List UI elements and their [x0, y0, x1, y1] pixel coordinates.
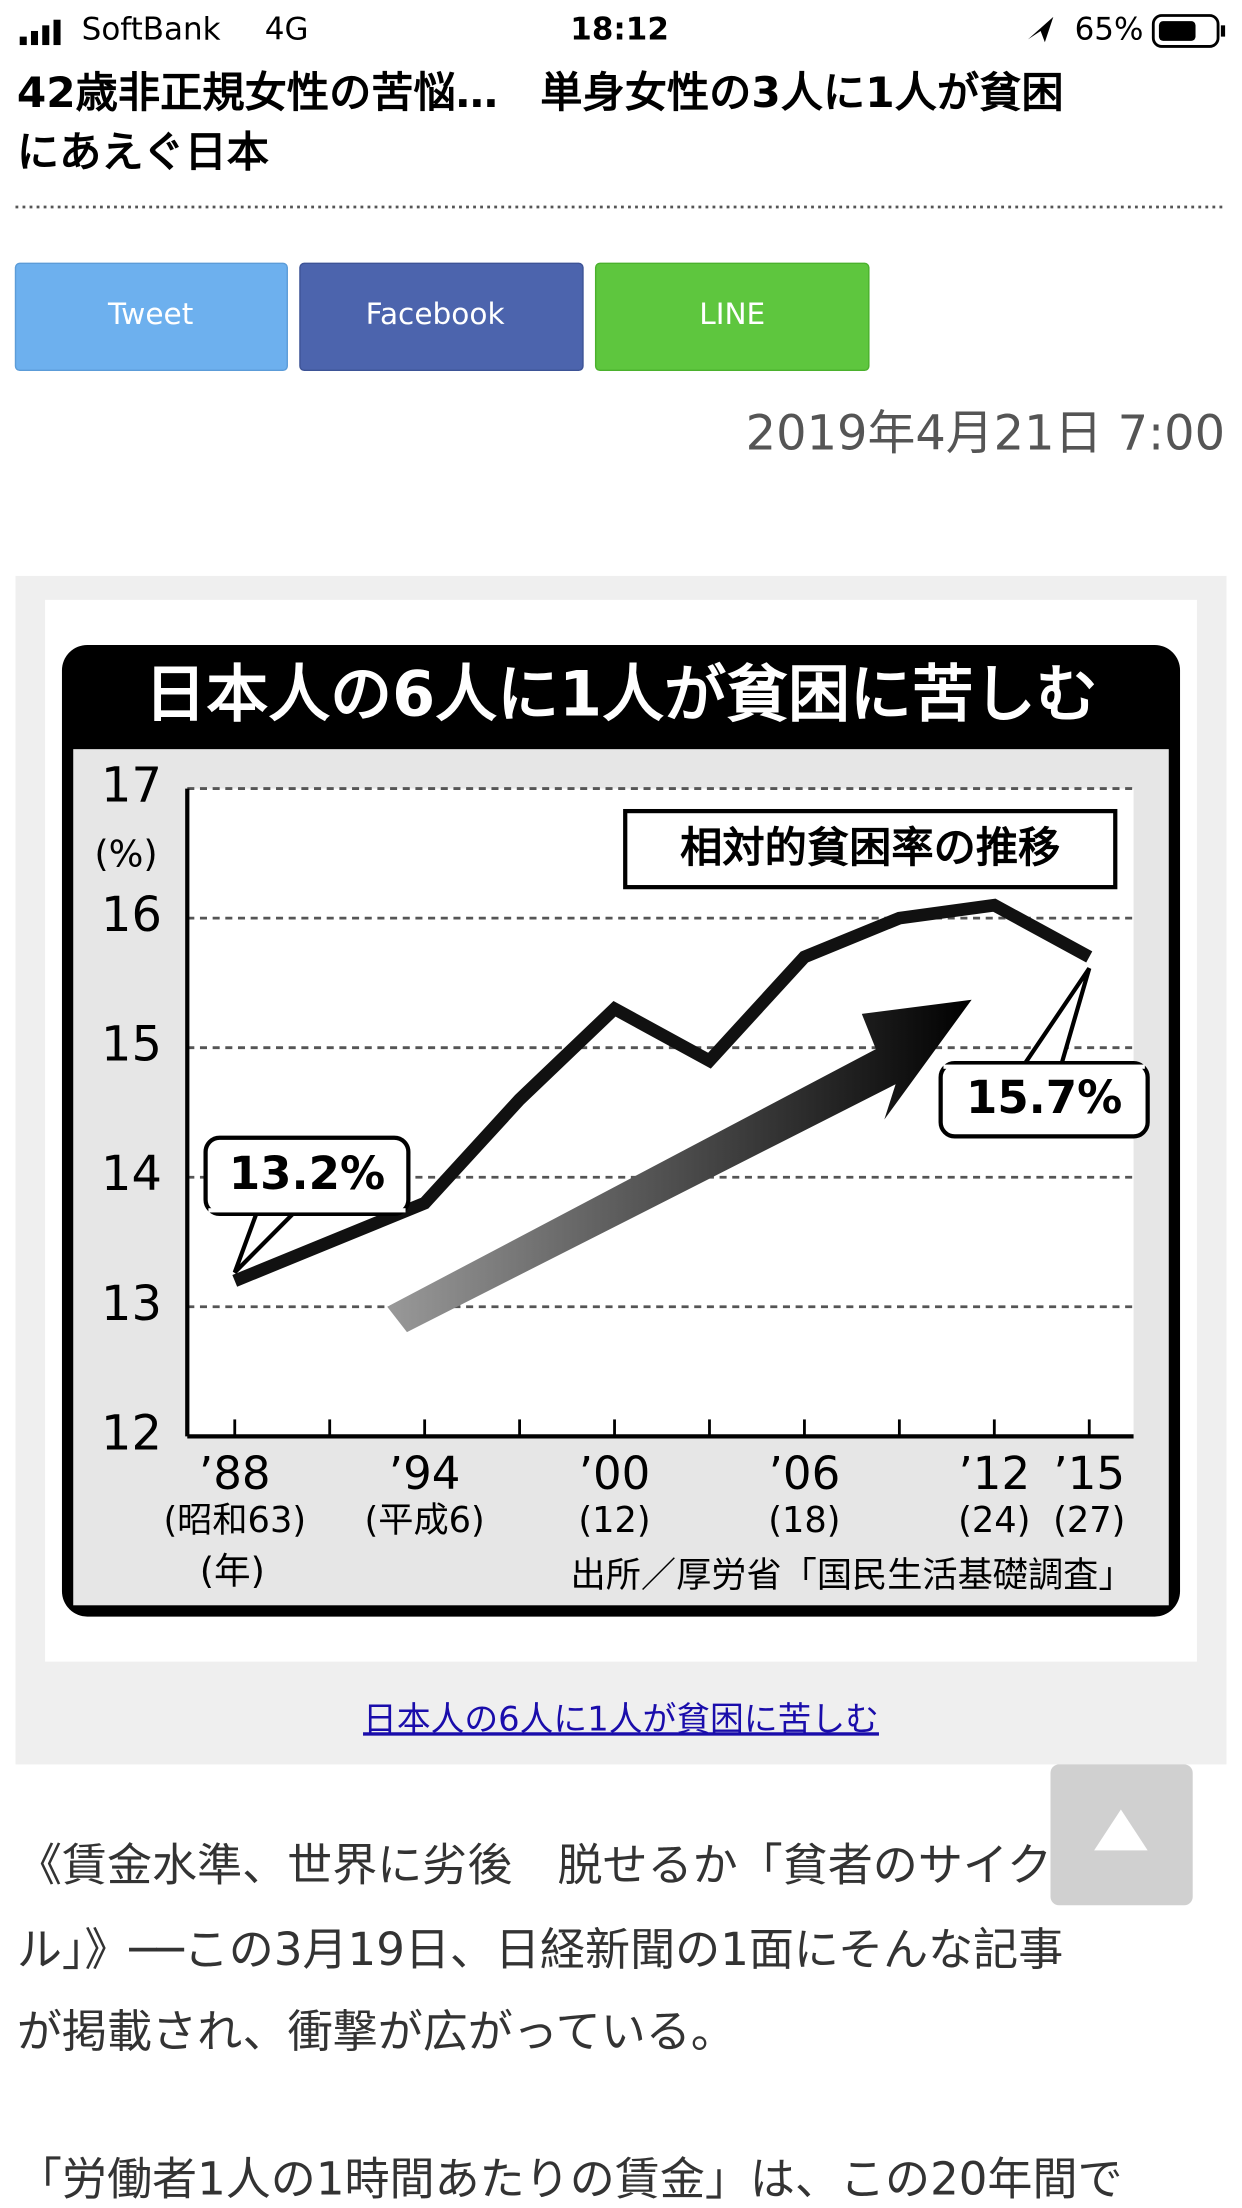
callout-pointer	[232, 1211, 298, 1274]
value-label: 15.7%	[966, 1071, 1122, 1124]
publish-date: 2019年4月21日 7:00	[746, 407, 1225, 462]
body-text: が掲載され、衝撃が広がっている。	[17, 2005, 736, 2058]
x-tick-label: ’15	[1053, 1447, 1125, 1500]
x-tick-label: ’88	[199, 1447, 271, 1500]
location-icon	[1027, 16, 1054, 43]
chart-subtitle: 相対的貧困率の推移	[680, 823, 1060, 872]
button-label[interactable]: Tweet	[107, 297, 193, 331]
x-tick-sublabel: (12)	[578, 1500, 650, 1541]
tweet-button[interactable]: Tweet	[14, 262, 288, 372]
x-tick-sublabel: (18)	[768, 1500, 840, 1541]
network: 4G	[265, 11, 309, 47]
callout-mask	[208, 1208, 406, 1213]
x-tick-sublabel: (27)	[1053, 1500, 1125, 1541]
body-text: 「労働者1人の1時間あたりの賃金」は、この20年間で	[17, 2153, 1123, 2206]
chart-title: 日本人の6人に1人が貧困に苦しむ	[144, 658, 1097, 731]
x-tick-sublabel: (平成6)	[365, 1500, 485, 1541]
button-label[interactable]: LINE	[699, 297, 765, 331]
button-label[interactable]: Facebook	[366, 297, 506, 331]
y-tick-label: 16	[101, 888, 162, 943]
callout-mask	[943, 1064, 1145, 1069]
callout-box	[203, 1135, 411, 1216]
x-tick-label: ’94	[389, 1447, 461, 1500]
clock: 18:12	[570, 11, 669, 47]
facebook-button[interactable]: Facebook	[299, 262, 584, 372]
x-tick-label: ’12	[958, 1447, 1030, 1500]
y-unit: (%)	[94, 833, 157, 876]
y-tick-label: 12	[101, 1406, 162, 1461]
callout-pointer	[1021, 967, 1092, 1066]
x-tick-label: ’00	[579, 1447, 651, 1500]
body-text: ル」》──この3月19日、日経新聞の1面にそんな記事	[17, 1923, 1063, 1976]
signal-icon	[19, 19, 61, 46]
carrier: SoftBank	[82, 11, 221, 47]
line-button[interactable]: LINE	[594, 262, 870, 372]
x-tick-label: ’06	[769, 1447, 841, 1500]
battery-icon	[1151, 14, 1226, 48]
data-line	[232, 898, 1093, 1287]
y-tick-label: 15	[101, 1018, 162, 1073]
x-unit: (年)	[200, 1549, 265, 1592]
x-tick-sublabel: (24)	[958, 1500, 1030, 1541]
source-note: 出所／厚労省「国民生活基礎調査」	[571, 1555, 1134, 1596]
body-text: 《賃金水準、世界に劣後 脱せるか「貧者のサイク	[17, 1839, 1052, 1892]
subtitle-box: 相対的貧困率の推移	[623, 808, 1118, 890]
scroll-top-button[interactable]	[1050, 1764, 1193, 1906]
y-tick-label: 14	[101, 1147, 162, 1202]
article-title: にあえぐ日本	[17, 127, 269, 176]
article-title: 42歳非正規女性の苦悩… 単身女性の3人に1人が貧困	[17, 68, 1064, 117]
value-label: 13.2%	[229, 1147, 385, 1200]
battery-level: 65%	[1075, 11, 1144, 47]
caption-link[interactable]: 日本人の6人に1人が貧困に苦しむ	[363, 1699, 879, 1738]
x-tick-sublabel: (昭和63)	[163, 1500, 306, 1541]
trend-arrow	[387, 999, 972, 1333]
y-tick-label: 17	[101, 759, 162, 814]
y-tick-label: 13	[101, 1277, 162, 1332]
